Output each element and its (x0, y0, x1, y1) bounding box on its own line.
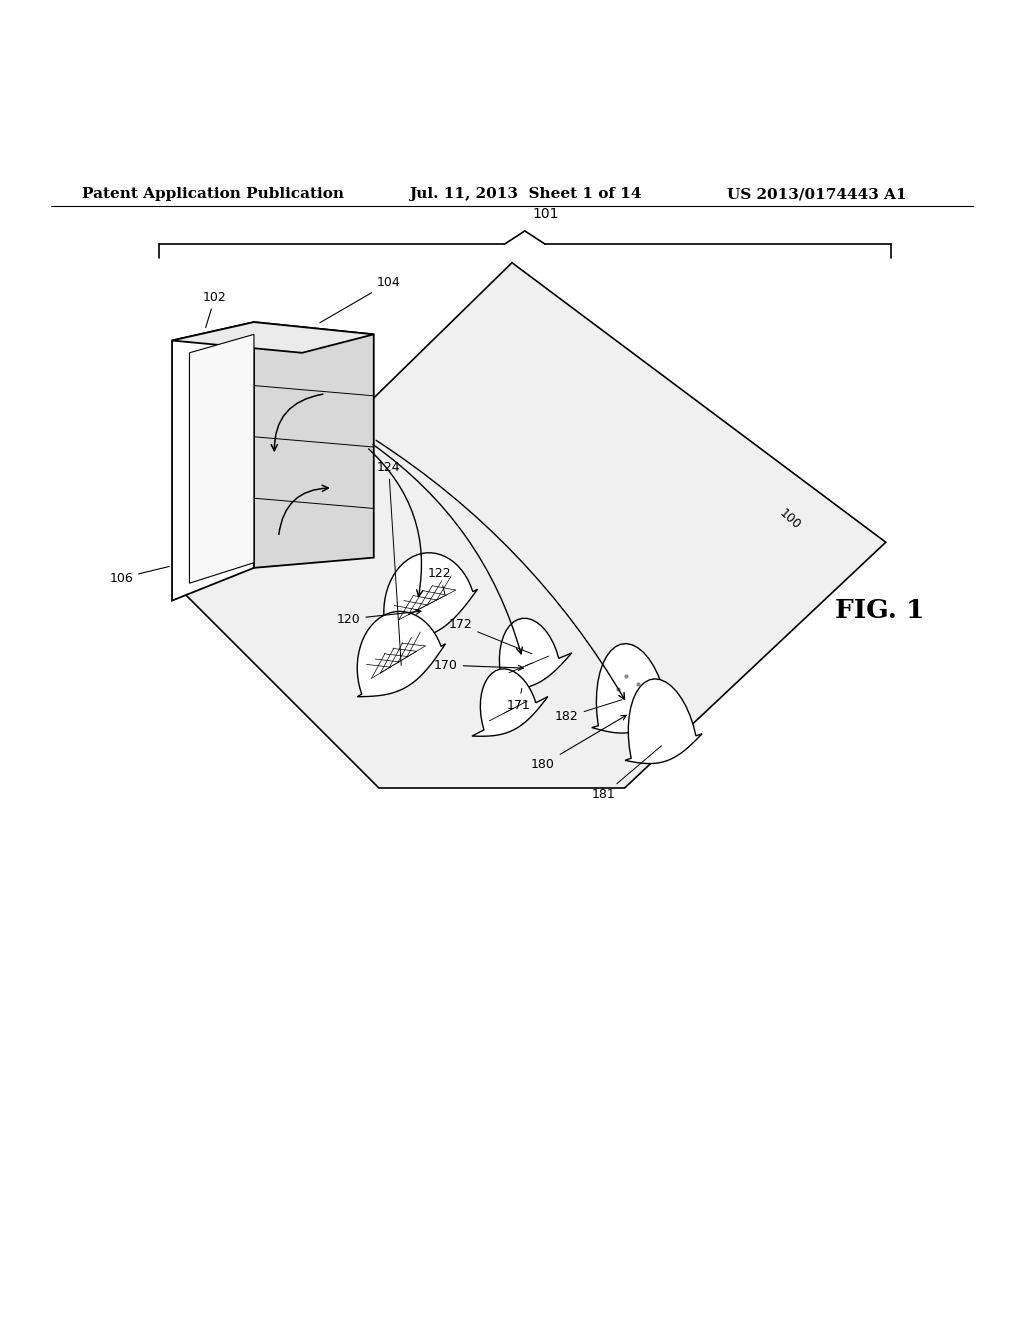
Polygon shape (189, 334, 254, 583)
Polygon shape (172, 322, 374, 352)
Text: 170: 170 (434, 659, 523, 672)
Text: 124: 124 (377, 461, 401, 665)
Text: 104: 104 (319, 276, 400, 322)
Polygon shape (472, 669, 548, 737)
Text: 100: 100 (776, 507, 803, 532)
Polygon shape (383, 553, 477, 639)
Polygon shape (172, 322, 254, 601)
Text: US 2013/0174443 A1: US 2013/0174443 A1 (727, 187, 906, 201)
Text: 181: 181 (592, 746, 662, 801)
Polygon shape (489, 618, 571, 689)
Polygon shape (625, 678, 702, 763)
Text: 182: 182 (555, 700, 622, 723)
Text: 106: 106 (110, 566, 169, 585)
Text: 120: 120 (337, 610, 421, 626)
Text: 101: 101 (532, 207, 558, 220)
Text: 122: 122 (428, 568, 452, 594)
Polygon shape (357, 611, 445, 697)
Text: FIG. 1: FIG. 1 (835, 598, 924, 623)
Polygon shape (179, 263, 886, 788)
Text: 171: 171 (507, 688, 530, 711)
Text: 102: 102 (203, 290, 227, 327)
Polygon shape (254, 322, 374, 568)
Polygon shape (592, 644, 674, 733)
Text: 172: 172 (449, 618, 531, 653)
Text: Patent Application Publication: Patent Application Publication (82, 187, 344, 201)
Text: 180: 180 (531, 715, 627, 771)
Text: Jul. 11, 2013  Sheet 1 of 14: Jul. 11, 2013 Sheet 1 of 14 (410, 187, 642, 201)
